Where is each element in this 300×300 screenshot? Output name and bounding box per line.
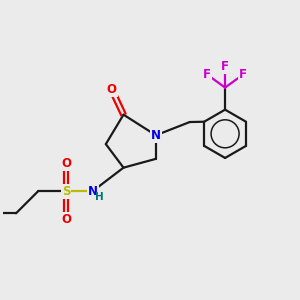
Text: N: N: [88, 185, 98, 198]
Text: H: H: [95, 191, 104, 202]
Text: O: O: [61, 213, 71, 226]
Text: F: F: [221, 60, 229, 73]
Text: O: O: [107, 83, 117, 96]
Text: S: S: [62, 185, 70, 198]
Text: F: F: [239, 68, 247, 81]
Text: O: O: [61, 157, 71, 170]
Text: F: F: [203, 68, 211, 81]
Text: N: N: [151, 129, 161, 142]
